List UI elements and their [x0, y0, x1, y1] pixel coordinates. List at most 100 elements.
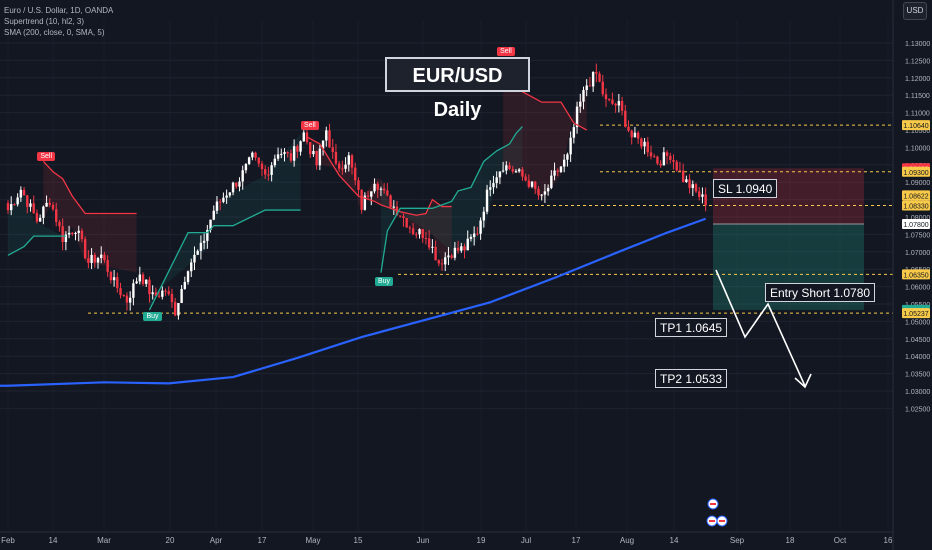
- candle-body: [186, 271, 190, 283]
- candle-body: [122, 295, 125, 297]
- candle-body: [370, 191, 373, 197]
- candle-body: [463, 246, 466, 251]
- candle-body: [173, 302, 177, 316]
- candle-body: [376, 183, 379, 190]
- y-tick-label: 1.04500: [905, 337, 930, 344]
- y-tick-label: 1.08000: [905, 215, 930, 222]
- candle-body: [103, 254, 106, 261]
- candle-body: [550, 175, 553, 188]
- x-tick-label: Mar: [97, 536, 111, 545]
- supertrend-fill: [149, 133, 301, 310]
- candle-body: [527, 180, 531, 187]
- candle-body: [437, 260, 441, 264]
- candle-body: [646, 141, 649, 153]
- candle-body: [469, 236, 473, 239]
- candle-body: [235, 182, 238, 187]
- candle-body: [366, 195, 370, 197]
- candle-body: [357, 180, 360, 190]
- candle-body: [251, 152, 254, 158]
- x-tick-label: Feb: [1, 536, 15, 545]
- candle-body: [659, 163, 662, 166]
- candle-body: [228, 192, 232, 196]
- candle-body: [601, 81, 604, 95]
- candle-body: [196, 250, 199, 255]
- candle-body: [624, 110, 627, 127]
- currency-button[interactable]: USD: [903, 2, 927, 20]
- sl-label: SL 1.0940: [713, 179, 778, 198]
- candle-body: [264, 169, 267, 175]
- candle-body: [183, 282, 187, 289]
- candle-body: [643, 141, 646, 147]
- candle-body: [572, 127, 576, 138]
- candle-body: [382, 188, 386, 191]
- candle-body: [472, 233, 476, 237]
- candle-body: [672, 160, 675, 162]
- candle-body: [559, 166, 563, 172]
- candle-body: [93, 254, 97, 263]
- candle-body: [61, 226, 64, 243]
- candle-body: [151, 292, 154, 295]
- candle-body: [575, 106, 579, 128]
- candle-body: [617, 100, 621, 106]
- candle-body: [64, 234, 68, 243]
- candle-body: [653, 156, 656, 158]
- candle-body: [299, 141, 302, 152]
- candle-body: [444, 257, 447, 265]
- candle-body: [489, 187, 492, 190]
- chart-legend: Euro / U.S. Dollar, 1D, OANDA Supertrend…: [4, 5, 113, 38]
- candle-body: [164, 290, 167, 292]
- x-tick-label: 17: [572, 536, 581, 545]
- candle-body: [611, 99, 614, 104]
- candle-body: [595, 72, 598, 74]
- candle-body: [373, 183, 376, 192]
- candle-body: [238, 181, 241, 187]
- candle-body: [514, 171, 518, 173]
- candle-body: [215, 201, 219, 211]
- candle-body: [148, 279, 151, 295]
- price-label-bg: [902, 308, 930, 319]
- candle-body: [193, 254, 196, 263]
- candle-body: [662, 152, 666, 166]
- candle-body: [350, 155, 354, 168]
- flag-stripe: [719, 520, 725, 522]
- candle-body: [466, 238, 469, 251]
- candle-body: [562, 159, 566, 167]
- sma-200-line: [0, 217, 707, 387]
- supertrend-fill: [306, 133, 452, 263]
- candle-body: [582, 90, 585, 102]
- y-tick-label: 1.11500: [905, 93, 930, 100]
- candle-body: [649, 152, 653, 157]
- sell-signal-badge: Sell: [497, 47, 515, 57]
- candle-body: [402, 216, 405, 219]
- y-tick-label: 1.07000: [905, 250, 930, 257]
- candle-body: [456, 247, 460, 251]
- candle-body: [71, 232, 74, 234]
- candle-body: [170, 293, 174, 303]
- flag-stripe: [710, 503, 716, 505]
- candle-body: [585, 85, 588, 91]
- candle-body: [318, 148, 322, 166]
- candle-body: [257, 157, 260, 164]
- candle-body: [479, 220, 482, 234]
- candle-body: [669, 155, 672, 161]
- chart-grid: [0, 20, 893, 532]
- candle-body: [244, 163, 248, 171]
- candle-body: [411, 228, 415, 235]
- supertrend-down-line: [42, 160, 137, 215]
- candle-body: [341, 168, 344, 170]
- candle-body: [665, 152, 669, 156]
- candle-body: [344, 164, 347, 169]
- price-label-bg: [902, 269, 930, 280]
- legend-symbol: Euro / U.S. Dollar, 1D, OANDA: [4, 6, 114, 15]
- candle-body: [116, 277, 119, 289]
- candle-body: [74, 232, 77, 234]
- candle-body: [35, 213, 39, 222]
- candle-body: [524, 176, 527, 181]
- candle-body: [125, 295, 129, 303]
- candle-body: [392, 206, 395, 208]
- candle-body: [337, 163, 341, 169]
- candle-body: [280, 153, 283, 155]
- candle-body: [678, 170, 682, 172]
- candle-body: [537, 188, 540, 196]
- candle-body: [247, 157, 251, 164]
